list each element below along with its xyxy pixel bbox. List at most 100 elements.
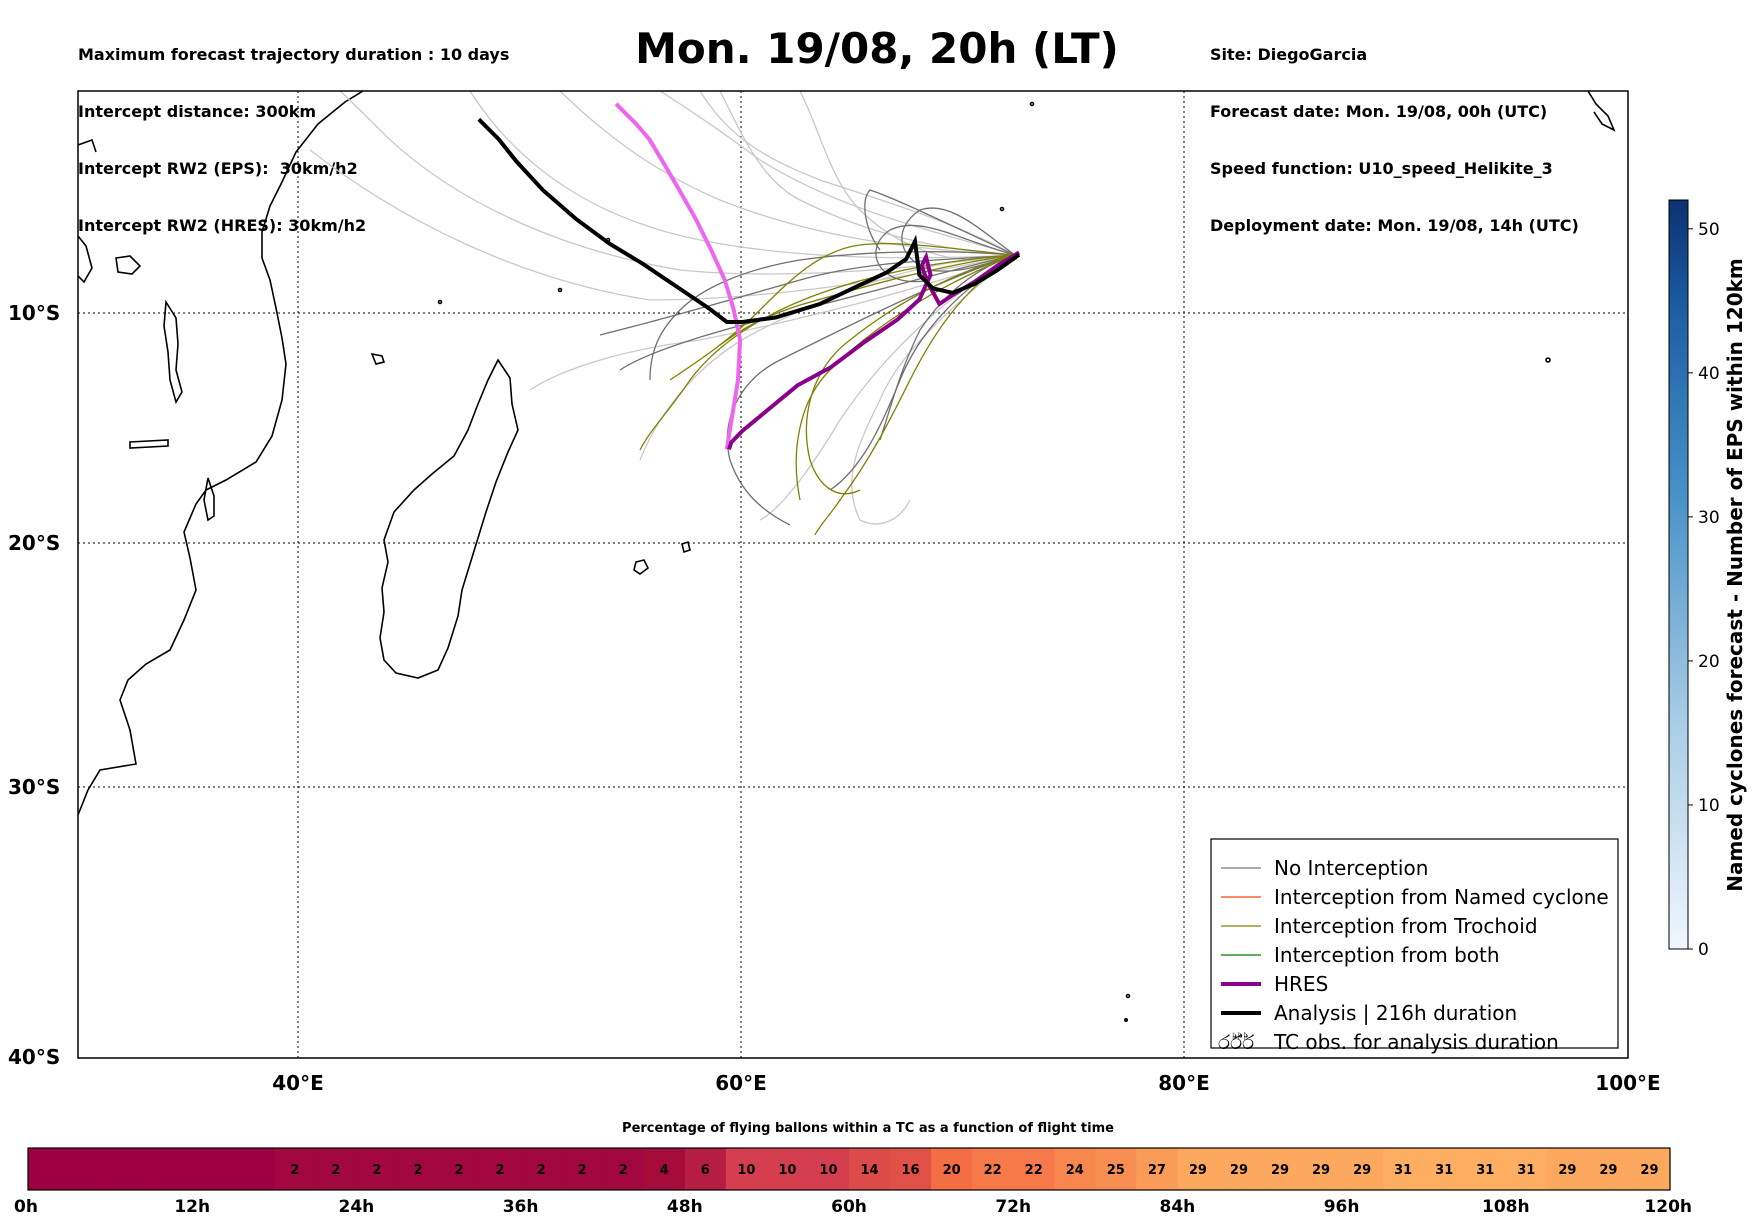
trajectory-light	[639, 254, 1016, 461]
bottom-bar-cell-label: 6	[701, 1163, 710, 1178]
bottom-bar-cell-label: 10	[819, 1163, 837, 1178]
trajectory-olive	[814, 254, 1016, 536]
bottom-bar-cell-label: 25	[1107, 1163, 1125, 1178]
legend-label: TC obs. for analysis duration	[1273, 1030, 1559, 1054]
island-mauritius	[681, 540, 691, 554]
header-left-line: Intercept RW2 (EPS): 30km/h2	[78, 159, 358, 178]
trajectory-light	[559, 91, 1016, 256]
bottom-bar-cell-label: 2	[537, 1163, 546, 1178]
header-left-line: Intercept distance: 300km	[78, 102, 317, 121]
bottom-bar-cell-label: 14	[860, 1163, 878, 1178]
bottom-bar-time-labels: 0h 12h 24h 36h 48h 60h 72h 84h 96h 108h 120h	[14, 1197, 1692, 1217]
lat-label: 40°S	[8, 1045, 60, 1069]
lon-label: 80°E	[1158, 1071, 1210, 1095]
lat-label: 30°S	[8, 775, 60, 799]
bottom-bar-cell	[1013, 1148, 1055, 1190]
legend-item: Interception from Trochoid	[1221, 914, 1538, 938]
bottom-bar-cell	[69, 1148, 111, 1190]
bottom-bar-cell	[28, 1148, 70, 1190]
bottom-bar-cell-label: 16	[902, 1163, 920, 1178]
bottom-bar-cell	[397, 1148, 440, 1190]
hres-pre-deployment-line	[614, 102, 743, 450]
colorbar-right-label: Named cyclones forecast - Number of EPS …	[1723, 258, 1747, 892]
bottom-bar-cell-label: 2	[372, 1163, 381, 1178]
bottom-bar-cell	[1177, 1148, 1220, 1190]
bottom-bar-cell-label: 2	[455, 1163, 464, 1178]
trajectory-light	[799, 91, 1016, 261]
bottom-bar-time-label: 0h	[14, 1197, 38, 1217]
island-dot	[1125, 993, 1131, 999]
colorbar-tick-label: 40	[1698, 364, 1720, 384]
legend-item: Interception from both	[1221, 943, 1500, 967]
trajectory-olive	[795, 254, 1016, 501]
header-right-line: Forecast date: Mon. 19/08, 00h (UTC)	[1210, 102, 1548, 121]
header-left: Maximum forecast trajectory duration : 1…	[78, 7, 509, 254]
legend-label: No Interception	[1274, 856, 1428, 880]
bottom-bar-time-label: 72h	[995, 1197, 1031, 1217]
bottom-bar-cell	[684, 1148, 727, 1190]
bottom-bar-cell-label: 2	[578, 1163, 587, 1178]
header-right-line: Site: DiegoGarcia	[1210, 45, 1368, 64]
bottom-bar-time-label: 36h	[503, 1197, 539, 1217]
trajectory-light	[659, 91, 1016, 256]
colorbar-right: 0 10 20 30 40 50 Named cyclones forecast - Nu…	[1668, 199, 1747, 960]
lat-label: 20°S	[8, 531, 60, 555]
colorbar-tick-label: 30	[1698, 508, 1720, 528]
bottom-bar-cell-label: 2	[290, 1163, 299, 1178]
bottom-bar-cell	[233, 1148, 275, 1190]
bottom-bar-cell	[643, 1148, 686, 1190]
trajectory-light	[469, 91, 1016, 259]
bottom-bar-cell	[766, 1148, 809, 1190]
colorbar-tick-label: 20	[1698, 652, 1720, 672]
legend-box	[1210, 838, 1619, 1049]
bottom-bar-cell-label: 10	[778, 1163, 796, 1178]
bottom-bar-cell-label: 29	[1640, 1163, 1658, 1178]
header-right-line: Speed function: U10_speed_Helikite_3	[1210, 159, 1553, 178]
trajectory-olive	[805, 254, 1016, 495]
header-right-line: Deployment date: Mon. 19/08, 14h (UTC)	[1210, 216, 1579, 235]
bottom-bar-cell	[110, 1148, 152, 1190]
trajectory-light	[851, 254, 1016, 525]
bottom-bar-cell	[561, 1148, 604, 1190]
analysis-line	[477, 117, 1021, 324]
trajectory-light	[759, 254, 1016, 521]
ensemble-trajectories	[309, 91, 1016, 536]
bottom-bar-cell-label: 2	[413, 1163, 422, 1178]
legend-label: Interception from Named cyclone	[1274, 885, 1609, 909]
bottom-bar-cell	[1464, 1148, 1507, 1190]
bottom-bar-cell-label: 24	[1066, 1163, 1084, 1178]
bottom-bar-cell	[1136, 1148, 1178, 1190]
bottom-bar-cell	[1587, 1148, 1630, 1190]
island-dot	[1029, 101, 1035, 107]
bottom-bar-cell	[438, 1148, 481, 1190]
lake-other	[129, 439, 169, 449]
island-dot	[999, 206, 1005, 212]
legend-label: Analysis | 216h duration	[1274, 1001, 1517, 1025]
colorbar-tick-label: 10	[1698, 796, 1720, 816]
gridlines	[78, 91, 1628, 1058]
lake-tanganyika	[163, 299, 183, 405]
trajectory-grey	[649, 251, 1016, 381]
trajectory-olive	[639, 254, 1016, 451]
bottom-bar-cell	[1628, 1148, 1671, 1190]
bottom-bar-cell	[1382, 1148, 1425, 1190]
lake-malawi	[203, 477, 215, 522]
lat-label: 10°S	[8, 301, 60, 325]
trajectory-grey	[875, 224, 1016, 283]
bottom-bar-cell	[931, 1148, 973, 1190]
bottom-bar-cell	[1505, 1148, 1548, 1190]
bottom-bar-frame	[27, 1147, 1671, 1191]
header-left-line: Maximum forecast trajectory duration : 1…	[78, 45, 510, 64]
trajectory-light	[339, 91, 1016, 275]
bottom-bar-time-label: 12h	[174, 1197, 210, 1217]
colorbar-tick-label: 50	[1698, 220, 1720, 240]
bottom-bar-cell	[1095, 1148, 1137, 1190]
bottom-bar-cell-label: 2	[331, 1163, 340, 1178]
bottom-bar-cell-label: 20	[943, 1163, 961, 1178]
lake-victoria	[115, 255, 142, 275]
legend-label: Interception from both	[1274, 943, 1500, 967]
colorbar-tick-label: 0	[1698, 940, 1709, 960]
bottom-bar-cell-label: 29	[1599, 1163, 1617, 1178]
bottom-bar-cell-label: 10	[737, 1163, 755, 1178]
